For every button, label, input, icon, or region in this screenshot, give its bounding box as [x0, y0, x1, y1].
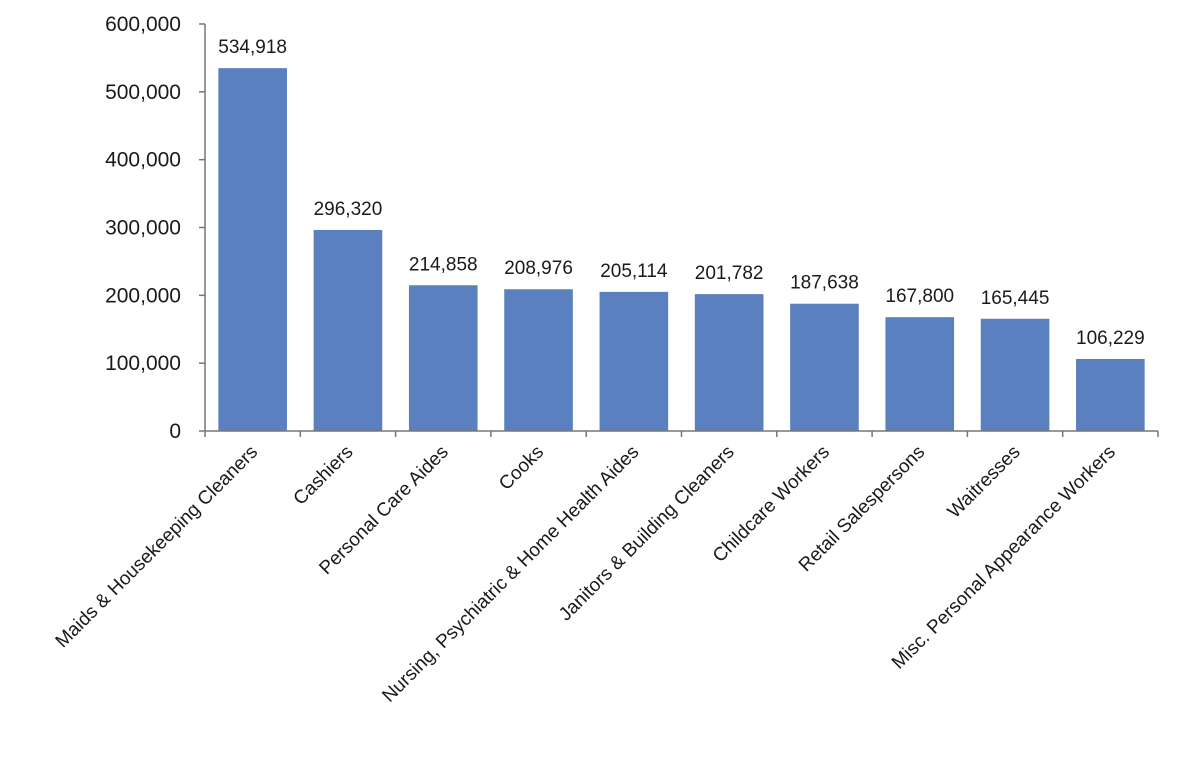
x-tick-label: Cashiers — [290, 442, 358, 510]
data-label: 165,445 — [981, 288, 1050, 309]
bar — [1076, 358, 1145, 431]
x-tick-label: Janitors & Building Cleaners — [555, 442, 739, 626]
bar — [504, 289, 573, 431]
bars-group — [218, 68, 1145, 432]
data-label: 201,782 — [695, 263, 764, 284]
data-label: 187,638 — [790, 273, 859, 294]
y-tick-label: 500,000 — [105, 81, 181, 104]
x-tick-label: Waitresses — [944, 442, 1025, 523]
y-tick-label: 100,000 — [105, 352, 181, 375]
data-label: 167,800 — [885, 286, 954, 307]
bar — [790, 303, 859, 431]
bar — [408, 285, 478, 431]
bar — [885, 317, 955, 431]
y-tick-label: 400,000 — [105, 149, 181, 172]
bar — [694, 294, 764, 431]
x-tick-label: Cooks — [495, 442, 548, 495]
y-tick-label: 300,000 — [105, 217, 181, 240]
bar — [313, 229, 383, 431]
data-label: 534,918 — [218, 37, 287, 58]
y-tick-label: 600,000 — [105, 13, 181, 36]
bar — [980, 318, 1050, 431]
y-tick-label: 0 — [169, 420, 181, 443]
bar — [599, 291, 669, 431]
y-tick-label: 200,000 — [105, 284, 181, 307]
data-label: 214,858 — [409, 254, 478, 275]
bar — [218, 68, 287, 432]
x-tick-label: Maids & Housekeeping Cleaners — [52, 442, 263, 653]
data-label: 208,976 — [504, 258, 573, 279]
data-label: 205,114 — [600, 261, 668, 282]
data-label: 296,320 — [314, 199, 383, 220]
data-label: 106,229 — [1076, 328, 1145, 349]
labels-group: 534,918 Maids & Housekeeping Cleaners 296,… — [52, 13, 1145, 707]
axes-group — [199, 23, 1159, 437]
